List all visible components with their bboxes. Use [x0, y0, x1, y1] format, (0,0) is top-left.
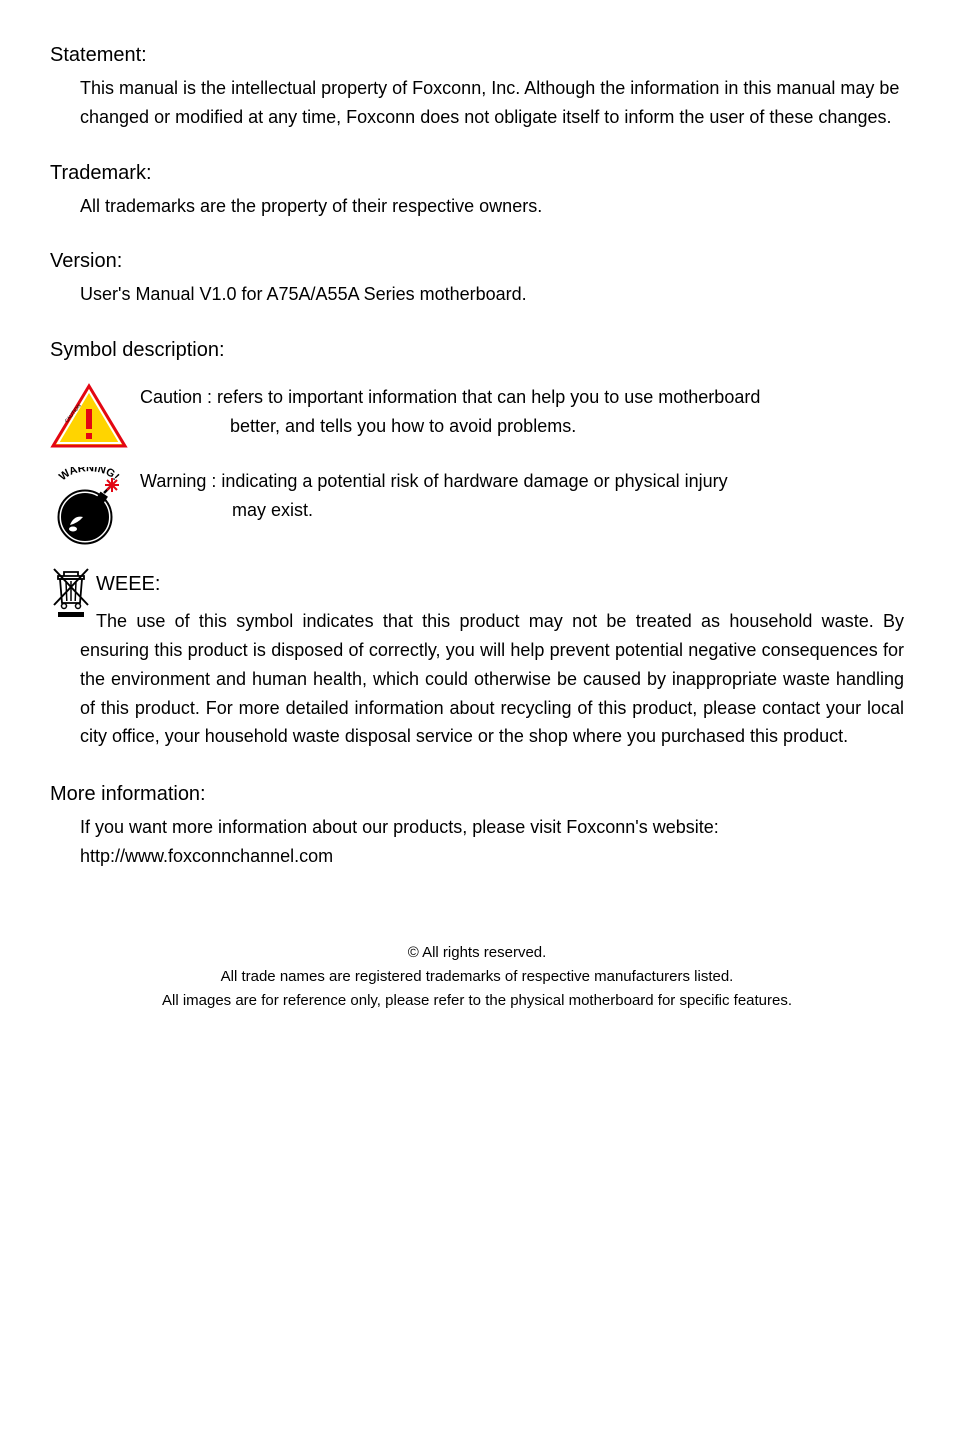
trademark-heading: Trademark:: [50, 158, 904, 188]
caution-rest: better, and tells you how to avoid probl…: [230, 412, 576, 441]
caution-block: CAUTION Caution : refers to important in…: [50, 383, 904, 449]
footer: © All rights reserved. All trade names a…: [50, 941, 904, 1013]
statement-body: This manual is the intellectual property…: [80, 74, 904, 132]
warning-lead: Warning : indicating a potential risk of…: [140, 471, 728, 491]
warning-bomb-icon: WARNING!: [50, 467, 140, 545]
footer-line3: All images are for reference only, pleas…: [50, 989, 904, 1013]
version-body: User's Manual V1.0 for A75A/A55A Series …: [80, 280, 904, 309]
caution-lead: Caution : refers to important informatio…: [140, 387, 760, 407]
warning-rest: may exist.: [232, 496, 313, 525]
footer-line2: All trade names are registered trademark…: [50, 965, 904, 989]
weee-heading: WEEE:: [96, 569, 160, 599]
trademark-body: All trademarks are the property of their…: [80, 192, 904, 221]
caution-text: Caution : refers to important informatio…: [140, 383, 904, 441]
symbol-heading: Symbol description:: [50, 335, 904, 365]
caution-triangle-icon: CAUTION: [50, 383, 140, 449]
statement-heading: Statement:: [50, 40, 904, 70]
warning-text: Warning : indicating a potential risk of…: [140, 467, 904, 525]
weee-body: The use of this symbol indicates that th…: [80, 607, 904, 751]
weee-first-word: The: [96, 611, 127, 631]
version-heading: Version:: [50, 246, 904, 276]
more-info-body: If you want more information about our p…: [80, 813, 904, 871]
weee-block: WEEE: The use of this symbol indicates t…: [50, 565, 904, 751]
footer-line1: © All rights reserved.: [50, 941, 904, 965]
weee-body-rest: use of this symbol indicates that this p…: [80, 611, 904, 746]
warning-block: WARNING! Warning : indicating a potentia…: [50, 467, 904, 545]
more-info-heading: More information:: [50, 779, 904, 809]
